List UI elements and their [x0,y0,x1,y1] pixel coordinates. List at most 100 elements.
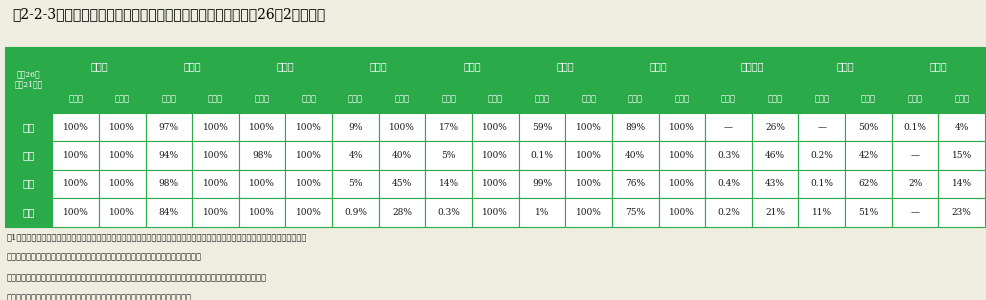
Text: 注1：実施率は、当該市町村の除染対象の面積等に対する、一連の除染行為（除草、堆積物除法、洗浄等）が終了した面積等の割合。: 注1：実施率は、当該市町村の除染対象の面積等に対する、一連の除染行為（除草、堆積… [7,233,307,241]
Bar [285,113,331,142]
Bar [285,86,331,113]
Bar [5,46,52,113]
Bar [658,198,704,226]
Text: 100%: 100% [388,123,414,132]
Bar [611,86,658,113]
Text: 平成26年
２月21日既: 平成26年 ２月21日既 [15,71,42,88]
Text: 100%: 100% [575,179,600,188]
Text: 南相馬市: 南相馬市 [740,62,763,71]
Bar [425,170,471,198]
Text: 発注率: 発注率 [581,96,596,104]
Text: 100%: 100% [575,208,600,217]
Bar [146,113,192,142]
Text: 100%: 100% [296,179,321,188]
Text: 40%: 40% [624,151,645,160]
Bar [891,170,938,198]
Bar [192,86,239,113]
Bar [938,142,984,170]
Text: 発注率: 発注率 [114,96,129,104]
Text: 発注率: 発注率 [767,96,782,104]
Bar [611,170,658,198]
Text: 宅地: 宅地 [23,123,35,132]
Bar [844,86,891,113]
Text: 川俣町: 川俣町 [462,62,480,71]
Bar [52,170,99,198]
Text: 100%: 100% [109,208,135,217]
Text: 21%: 21% [764,208,785,217]
Bar [704,86,751,113]
Bar [425,142,471,170]
Bar [379,113,425,142]
Bar [52,142,99,170]
Bar [379,170,425,198]
Bar [658,170,704,198]
Bar [798,170,844,198]
Text: 100%: 100% [249,208,275,217]
Bar [99,170,146,198]
Text: 43%: 43% [764,179,785,188]
Bar [5,113,52,142]
Bar [891,142,938,170]
Text: 100%: 100% [63,179,89,188]
Text: 15%: 15% [951,151,971,160]
Bar [751,86,798,113]
Bar [239,86,285,113]
Text: 4%: 4% [953,123,968,132]
Text: 発注率: 発注率 [208,96,223,104]
Bar [146,86,192,113]
Bar [425,198,471,226]
Text: 実施率: 実施率 [907,96,922,104]
Text: 100%: 100% [482,179,508,188]
Text: 62%: 62% [858,179,878,188]
Text: 実施率: 実施率 [721,96,736,104]
Text: 大熊町: 大熊町 [649,62,667,71]
Bar [658,142,704,170]
Bar [519,46,611,86]
Bar [565,113,611,142]
Text: 100%: 100% [63,151,89,160]
Text: 川内村: 川内村 [276,62,294,71]
Text: 0.9%: 0.9% [343,208,367,217]
Bar [519,113,565,142]
Text: 100%: 100% [63,123,89,132]
Text: 5%: 5% [441,151,456,160]
Bar [565,198,611,226]
Text: 1%: 1% [534,208,548,217]
Bar [146,170,192,198]
Bar [798,198,844,226]
Text: 道路: 道路 [23,208,35,217]
Bar [704,113,751,142]
Bar [519,198,565,226]
Text: 75%: 75% [624,208,645,217]
Bar [192,170,239,198]
Text: 5%: 5% [348,179,362,188]
Bar [751,142,798,170]
Text: ３：除染対象の面積等・発注面積等・除染行為が終了した面積等は、いずれも今後の精査によって変わりうる。: ３：除染対象の面積等・発注面積等・除染行為が終了した面積等は、いずれも今後の精査… [7,274,266,282]
Text: 11%: 11% [810,208,831,217]
Text: —: — [724,123,733,132]
Text: 実施率: 実施率 [534,96,549,104]
Bar [938,170,984,198]
Bar [798,142,844,170]
Text: 発注率: 発注率 [394,96,409,104]
Text: 100%: 100% [669,151,694,160]
Text: 0.3%: 0.3% [717,151,740,160]
Text: 100%: 100% [575,123,600,132]
Bar [331,46,425,86]
Text: —: — [910,151,919,160]
Text: 実施率: 実施率 [162,96,176,104]
Bar [331,113,379,142]
Text: 100%: 100% [296,123,321,132]
Bar [5,142,52,170]
Bar [146,46,239,86]
Bar [658,113,704,142]
Bar [52,113,99,142]
Bar [844,170,891,198]
Text: —: — [816,123,825,132]
Bar [565,170,611,198]
Text: 28%: 28% [391,208,412,217]
Bar [891,198,938,226]
Text: ４：「ー」は、除染等工事は契約済であり、一部作業に着手済の状況を示す。: ４：「ー」は、除染等工事は契約済であり、一部作業に着手済の状況を示す。 [7,294,191,300]
Text: 実施率: 実施率 [441,96,456,104]
Text: 40%: 40% [391,151,412,160]
